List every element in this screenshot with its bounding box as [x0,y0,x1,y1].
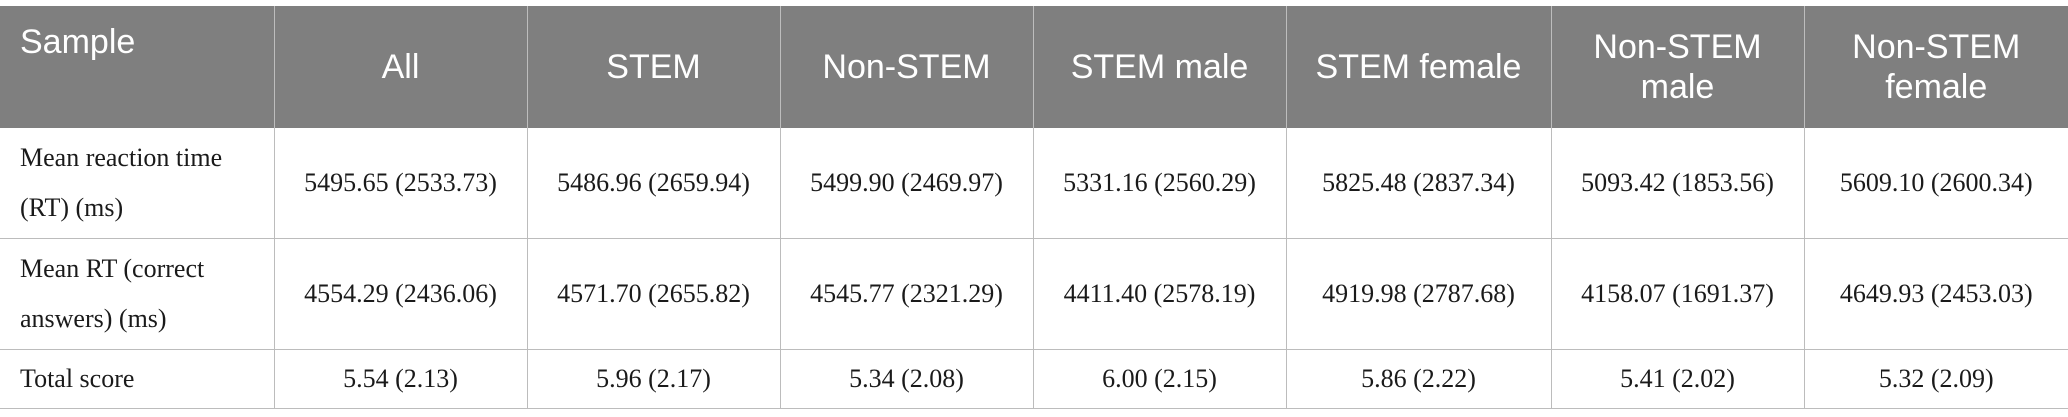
table-cell: 5.41 (2.02) [1550,349,1805,409]
header-cell-non-stem: Non-STEM [779,6,1034,128]
table-cell: 4649.93 (2453.03) [1803,238,2068,350]
header-cell-stem: STEM [526,6,781,128]
table-cell: 5495.65 (2533.73) [273,128,528,239]
table-cell: 4545.77 (2321.29) [779,238,1034,350]
table-row: Total score 5.54 (2.13) 5.96 (2.17) 5.34… [0,349,2068,409]
row-label: Mean RT (correct answers) (ms) [0,238,275,350]
header-cell-stem-male: STEM male [1032,6,1287,128]
table-cell: 5499.90 (2469.97) [779,128,1034,239]
table-cell: 5825.48 (2837.34) [1285,128,1552,239]
table-cell: 5.32 (2.09) [1803,349,2068,409]
table-header: Sample All STEM Non-STEM STEM male STEM … [0,6,2068,128]
results-table: Sample All STEM Non-STEM STEM male STEM … [0,6,2068,409]
table-row: Mean RT (correct answers) (ms) 4554.29 (… [0,238,2068,350]
table-cell: 4919.98 (2787.68) [1285,238,1552,350]
table-cell: 5486.96 (2659.94) [526,128,781,239]
header-cell-non-stem-female: Non-STEM female [1803,6,2068,128]
table-cell: 5.34 (2.08) [779,349,1034,409]
table-cell: 5.96 (2.17) [526,349,781,409]
header-cell-non-stem-male: Non-STEM male [1550,6,1805,128]
table-cell: 5.86 (2.22) [1285,349,1552,409]
header-cell-sample: Sample [0,6,275,128]
header-cell-all: All [273,6,528,128]
table-cell: 6.00 (2.15) [1032,349,1287,409]
table-cell: 4411.40 (2578.19) [1032,238,1287,350]
row-label: Mean reaction time (RT) (ms) [0,128,275,239]
table-cell: 5093.42 (1853.56) [1550,128,1805,239]
table-cell: 4158.07 (1691.37) [1550,238,1805,350]
header-row: Sample All STEM Non-STEM STEM male STEM … [0,6,2068,128]
row-label: Total score [0,349,275,409]
table-cell: 4554.29 (2436.06) [273,238,528,350]
results-table-container: Sample All STEM Non-STEM STEM male STEM … [0,6,2068,409]
table-cell: 4571.70 (2655.82) [526,238,781,350]
table-row: Mean reaction time (RT) (ms) 5495.65 (25… [0,128,2068,239]
table-body: Mean reaction time (RT) (ms) 5495.65 (25… [0,128,2068,409]
table-cell: 5331.16 (2560.29) [1032,128,1287,239]
header-cell-stem-female: STEM female [1285,6,1552,128]
table-cell: 5609.10 (2600.34) [1803,128,2068,239]
table-cell: 5.54 (2.13) [273,349,528,409]
